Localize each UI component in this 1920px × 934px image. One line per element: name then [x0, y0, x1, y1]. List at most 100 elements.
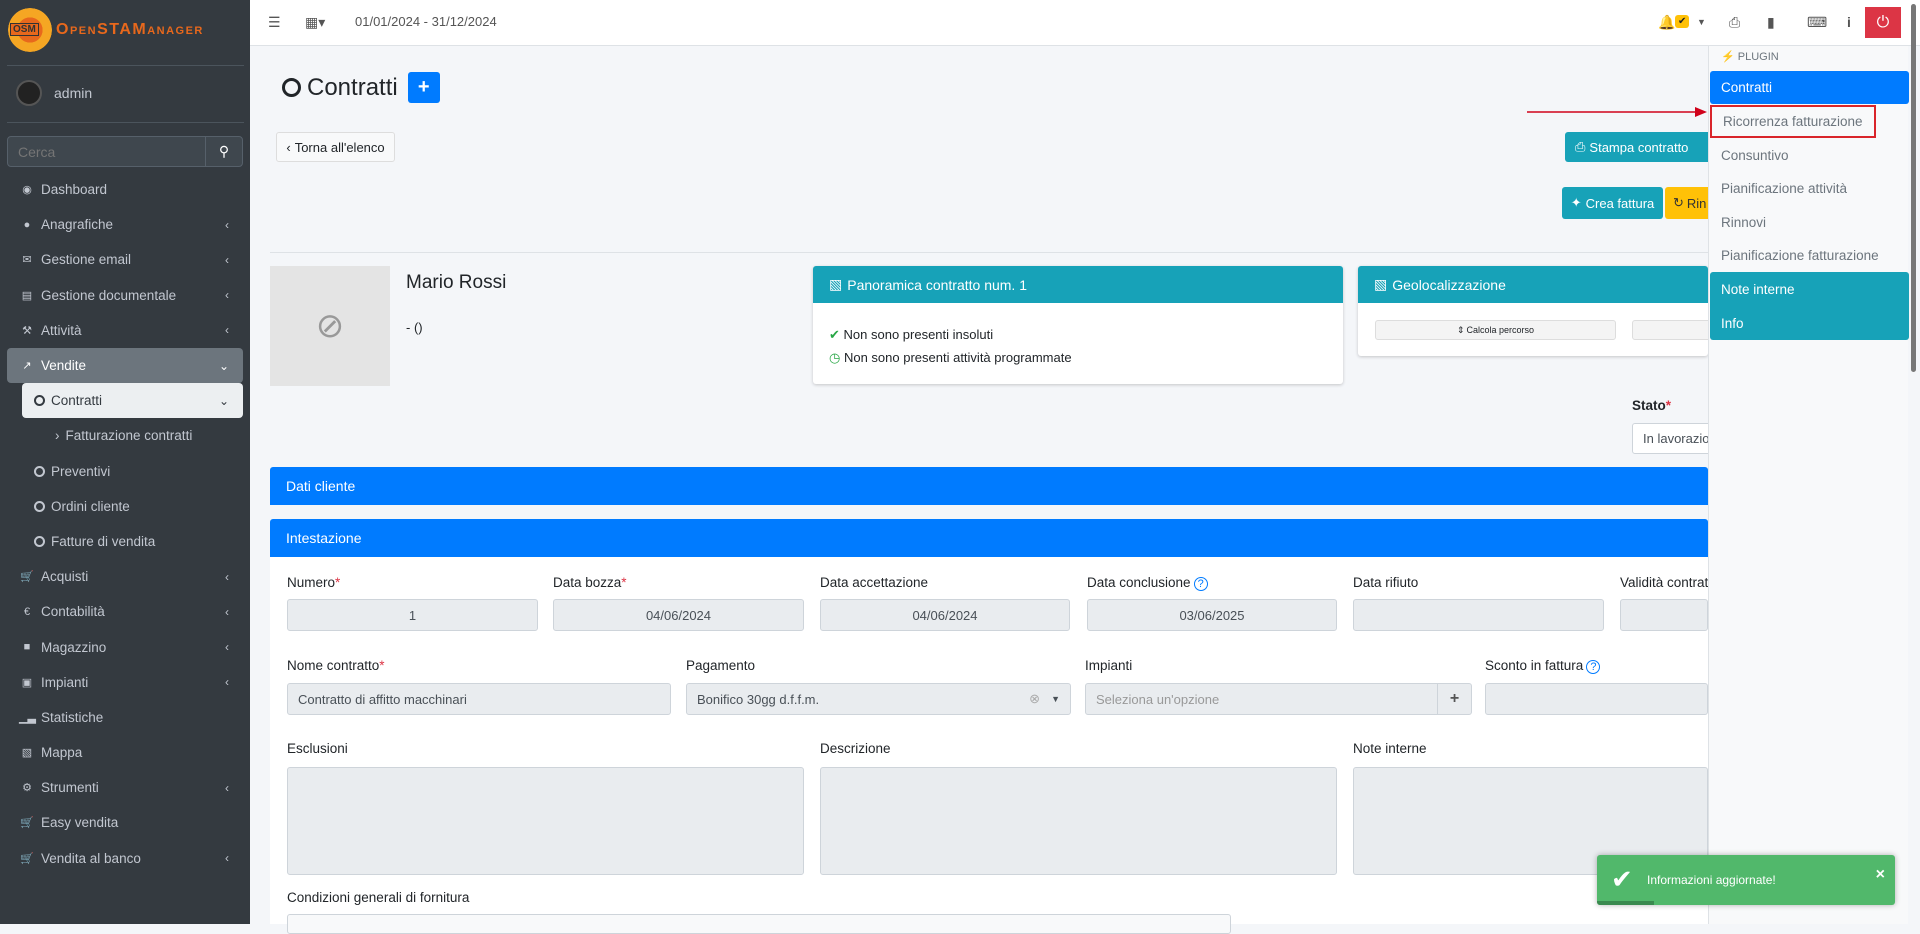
plugin-item-note-interne[interactable]: Note interne: [1710, 272, 1909, 306]
sidebar-item-vendita-al-banco[interactable]: 🛒 Vendita al banco ‹: [20, 850, 229, 866]
divider: [7, 65, 244, 66]
annotation-arrow: [1527, 107, 1707, 117]
sidebar-item-easy-vendita[interactable]: 🛒 Easy vendita: [20, 815, 119, 831]
sidebar-item-anagrafiche[interactable]: ● Anagrafiche ‹: [7, 207, 243, 242]
caret-down-icon[interactable]: ▼: [1051, 694, 1060, 704]
info-icon[interactable]: i: [1847, 14, 1851, 30]
sidebar-item-impianti[interactable]: ▣ Impianti ‹: [7, 665, 243, 700]
plugin-item-pianificazione-fatturazione[interactable]: Pianificazione fatturazione: [1721, 248, 1879, 263]
sidebar-item-contabilita[interactable]: € Contabilità ‹: [7, 594, 243, 629]
logout-button[interactable]: ⏻: [1865, 7, 1901, 38]
nome-contratto-input[interactable]: Contratto di affitto macchinari: [287, 683, 671, 715]
divider: [7, 122, 244, 123]
sidebar-item-magazzino[interactable]: ■ Magazzino ‹: [7, 629, 243, 664]
sidebar-item-attivita[interactable]: ⚒ Attività ‹: [7, 313, 243, 348]
chevron-left-icon: ‹: [225, 604, 229, 619]
circle-icon: [34, 465, 45, 477]
hamburger-menu-icon[interactable]: ☰: [268, 14, 281, 30]
chevron-left-icon: ‹: [286, 139, 291, 155]
map-icon: ▧: [21, 747, 33, 760]
add-impianto-button[interactable]: +: [1437, 684, 1471, 714]
printer-icon: ⎙: [1575, 139, 1586, 154]
sidebar-item-gestione-email[interactable]: ✉ Gestione email ‹: [7, 242, 243, 277]
help-icon[interactable]: ?: [1193, 577, 1208, 591]
overview-line: ◷ Non sono presenti attività programmate: [829, 350, 1072, 365]
data-rifiuto-input[interactable]: [1353, 599, 1604, 631]
toast-close-button[interactable]: ×: [1875, 866, 1885, 883]
app-logo[interactable]: OSM OpenSTAManager: [8, 8, 204, 52]
plugin-item-pianificazione-attivita[interactable]: Pianificazione attività: [1721, 181, 1848, 196]
status-select[interactable]: In lavorazione: [1632, 423, 1722, 454]
sidebar-item-fatturazione-contratti[interactable]: › Fatturazione contratti: [55, 428, 193, 444]
sidebar-item-mappa[interactable]: ▧ Mappa: [7, 735, 243, 770]
bell-icon[interactable]: 🔔: [1658, 14, 1676, 30]
chevron-left-icon: ‹: [225, 252, 229, 267]
renew-button[interactable]: ↻ Rin: [1665, 187, 1715, 219]
magic-wand-icon: ✦: [1570, 195, 1582, 210]
geolocation-secondary-button[interactable]: [1632, 320, 1712, 340]
user-panel[interactable]: admin: [16, 80, 92, 106]
sidebar: OSM OpenSTAManager admin ⚲ ◉Dashboard ●A…: [0, 0, 250, 924]
chevron-left-icon: ‹: [225, 323, 229, 338]
book-icon[interactable]: ▮: [1767, 14, 1775, 30]
dashboard-icon: ◉: [22, 184, 32, 197]
descrizione-textarea[interactable]: [820, 767, 1337, 875]
plugin-item-ricorrenza-fatturazione[interactable]: Ricorrenza fatturazione: [1710, 105, 1876, 138]
plugin-item-info[interactable]: Info: [1710, 306, 1909, 340]
sidebar-item-ordini-cliente[interactable]: Ordini cliente: [7, 489, 243, 524]
condizioni-editor[interactable]: [287, 914, 1231, 934]
plugin-item-contratti[interactable]: Contratti: [1710, 71, 1909, 104]
sidebar-item-strumenti[interactable]: ⚙ Strumenti ‹: [7, 770, 243, 805]
plug-icon: ⚡: [1721, 51, 1735, 63]
sidebar-item-dashboard[interactable]: ◉ Dashboard: [7, 172, 243, 207]
keyboard-icon[interactable]: ⌨: [1807, 14, 1828, 30]
data-conclusione-input[interactable]: 03/06/2025: [1087, 599, 1337, 631]
print-contract-button[interactable]: ⎙ Stampa contratto: [1565, 132, 1715, 162]
numero-input[interactable]: 1: [287, 599, 538, 631]
sidebar-item-contratti[interactable]: Contratti ⌄: [22, 383, 243, 419]
chevron-down-icon: ⌄: [218, 393, 229, 408]
clear-icon[interactable]: ⊗: [1029, 691, 1040, 706]
sidebar-item-gestione-documentale[interactable]: ▤ Gestione documentale ‹: [7, 278, 243, 313]
section-header[interactable]: Intestazione: [270, 519, 1708, 557]
plugin-item-consuntivo[interactable]: Consuntivo: [1721, 148, 1789, 163]
circle-icon: [34, 535, 45, 547]
pagamento-select[interactable]: Bonifico 30gg d.f.f.m. ⊗ ▼: [686, 683, 1071, 715]
sidebar-item-vendite[interactable]: ↗ Vendite ⌄: [7, 347, 243, 384]
calculate-route-button[interactable]: ⇕ Calcola percorso: [1375, 320, 1616, 340]
avatar: [16, 80, 42, 106]
create-invoice-button[interactable]: ✦ Crea fattura: [1562, 187, 1663, 219]
search-button[interactable]: ⚲: [205, 137, 242, 166]
validita-input[interactable]: [1620, 599, 1708, 631]
note-interne-label: Note interne: [1353, 741, 1427, 756]
notification-check-badge[interactable]: ✔: [1675, 15, 1690, 28]
circle-icon: [34, 500, 45, 512]
esclusioni-textarea[interactable]: [287, 767, 804, 875]
impianti-select[interactable]: Seleziona un'opzione +: [1085, 683, 1472, 715]
euro-icon: €: [23, 605, 31, 618]
help-icon[interactable]: ?: [1586, 660, 1601, 674]
section-customer-data[interactable]: Dati cliente: [270, 467, 1708, 505]
data-accettazione-input[interactable]: 04/06/2024: [820, 599, 1070, 631]
sconto-input[interactable]: [1485, 683, 1708, 715]
back-to-list-button[interactable]: ‹ Torna all'elenco: [276, 132, 395, 162]
data-bozza-input[interactable]: 04/06/2024: [553, 599, 804, 631]
sidebar-item-statistiche[interactable]: ▁▃ Statistiche: [19, 709, 104, 725]
page-scrollbar[interactable]: [1911, 4, 1916, 372]
printer-icon[interactable]: ⎙: [1729, 14, 1741, 30]
sidebar-item-acquisti[interactable]: 🛒 Acquisti ‹: [20, 569, 229, 585]
page-title: Contratti +: [282, 72, 440, 103]
clock-icon: ◷: [829, 350, 841, 365]
user-name: admin: [54, 85, 93, 101]
add-contract-button[interactable]: +: [407, 72, 440, 103]
date-range[interactable]: 01/01/2024 - 31/12/2024: [355, 14, 497, 29]
overview-line: ✔ Non sono presenti insoluti: [829, 327, 994, 342]
sidebar-item-preventivi[interactable]: Preventivi: [7, 454, 243, 489]
calendar-icon[interactable]: ▦▾: [305, 14, 326, 30]
search-input[interactable]: [8, 137, 205, 166]
envelope-icon: ✉: [22, 254, 32, 267]
plugin-item-rinnovi[interactable]: Rinnovi: [1721, 215, 1767, 230]
sidebar-item-fatture-di-vendita[interactable]: Fatture di vendita: [7, 524, 243, 559]
map-icon: ▧: [829, 276, 843, 292]
caret-down-icon[interactable]: ▼: [1697, 17, 1706, 27]
